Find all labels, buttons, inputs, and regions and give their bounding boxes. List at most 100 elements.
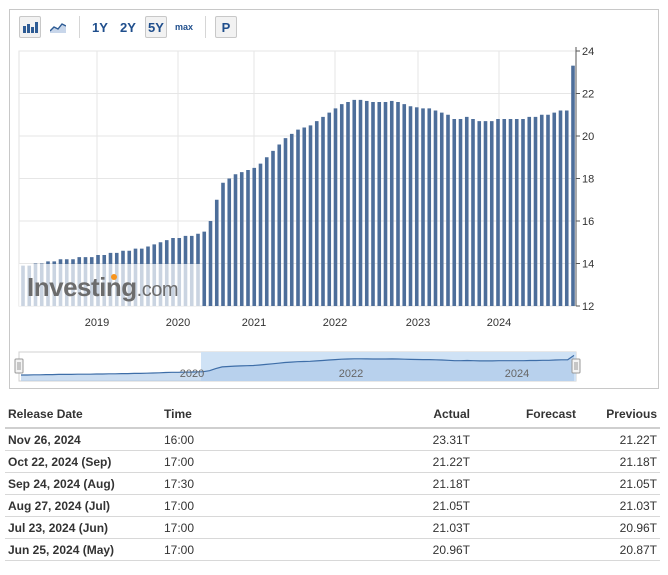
chart-bar xyxy=(208,221,213,306)
release-date-cell: Aug 27, 2024 (Jul) xyxy=(5,494,161,517)
time-cell: 17:00 xyxy=(161,516,347,539)
chart-bar xyxy=(308,125,313,307)
chart-bar xyxy=(289,133,294,306)
chart-bar xyxy=(377,102,382,306)
forecast-cell xyxy=(473,494,579,517)
chart-bar xyxy=(352,99,357,306)
logo-accent xyxy=(111,274,117,280)
chart-bar xyxy=(364,100,369,306)
chart-bar xyxy=(433,110,438,306)
chart-bar xyxy=(539,114,544,306)
chart-bar xyxy=(521,119,525,306)
y-tick-label: 22 xyxy=(582,89,594,101)
chart-bar xyxy=(371,102,375,306)
header-actual[interactable]: Actual xyxy=(347,401,473,429)
time-cell: 17:00 xyxy=(161,450,347,473)
chart-bar xyxy=(264,157,269,306)
chart-bar xyxy=(271,150,275,306)
actual-cell: 21.18T xyxy=(347,472,473,495)
bar-chart-icon[interactable] xyxy=(19,16,41,38)
navigator-year-label: 2024 xyxy=(505,368,529,380)
forecast-cell xyxy=(473,538,579,561)
chart-bar xyxy=(552,112,557,307)
range-1y-button[interactable]: 1Y xyxy=(92,19,108,35)
chart-bar xyxy=(233,174,238,306)
previous-cell: 21.05T xyxy=(579,472,660,495)
range-2y-button[interactable]: 2Y xyxy=(120,19,136,35)
release-date-cell: Jun 25, 2024 (May) xyxy=(5,538,161,561)
watermark-backdrop xyxy=(19,264,200,306)
chart-bar xyxy=(333,108,338,307)
forecast-cell xyxy=(473,450,579,473)
table-row: Jun 25, 2024 (May) 17:00 20.96T 20.87T xyxy=(5,538,660,561)
release-date-cell: Jul 23, 2024 (Jun) xyxy=(5,516,161,539)
actual-cell: 21.03T xyxy=(347,516,473,539)
release-date-cell: Sep 24, 2024 (Aug) xyxy=(5,472,161,495)
range-max-button[interactable]: max xyxy=(174,22,193,32)
y-tick-label: 24 xyxy=(582,46,594,58)
chart-bar xyxy=(296,129,300,306)
chart-bar xyxy=(571,65,575,306)
y-tick-label: 20 xyxy=(582,131,594,143)
chart-bar xyxy=(277,144,282,306)
chart-bar xyxy=(414,107,419,306)
x-tick-label: 2021 xyxy=(242,317,266,329)
release-table: Release Date Time Actual Forecast Previo… xyxy=(5,401,660,561)
toolbar-separator xyxy=(79,16,80,38)
chart-bar xyxy=(439,112,444,307)
chart-bar xyxy=(546,114,550,306)
x-tick-label: 2024 xyxy=(487,317,511,329)
header-time[interactable]: Time xyxy=(161,401,347,429)
chart-bar xyxy=(302,127,307,306)
x-tick-label: 2022 xyxy=(323,317,347,329)
actual-cell: 21.05T xyxy=(347,494,473,517)
previous-cell: 20.96T xyxy=(579,516,660,539)
chart-bar xyxy=(258,163,263,306)
table-header-row: Release Date Time Actual Forecast Previo… xyxy=(5,401,660,429)
chart-bar xyxy=(346,102,350,306)
chart-bar xyxy=(502,119,507,306)
previous-cell: 21.03T xyxy=(579,494,660,517)
chart-bar xyxy=(358,99,363,306)
chart-bar xyxy=(452,119,457,306)
chart-bar xyxy=(408,106,413,306)
time-cell: 17:00 xyxy=(161,538,347,561)
chart-bar xyxy=(321,116,325,306)
area-chart-icon[interactable] xyxy=(47,16,69,38)
chart-bar xyxy=(477,121,482,307)
chart-bar xyxy=(227,178,232,306)
header-release-date[interactable]: Release Date xyxy=(5,401,161,429)
chart-bar xyxy=(458,119,463,306)
table-row: Sep 24, 2024 (Aug) 17:30 21.18T 21.05T xyxy=(5,472,660,495)
range-5y-button[interactable]: 5Y xyxy=(145,16,167,38)
table-row: Oct 22, 2024 (Sep) 17:00 21.22T 21.18T xyxy=(5,450,660,473)
header-forecast[interactable]: Forecast xyxy=(473,401,579,429)
navigator-right-handle[interactable] xyxy=(571,358,581,374)
y-tick-label: 14 xyxy=(582,259,594,271)
print-button[interactable]: P xyxy=(215,16,237,38)
x-tick-label: 2019 xyxy=(85,317,109,329)
chart-bar xyxy=(489,121,494,307)
release-date-cell: Nov 26, 2024 xyxy=(5,428,161,451)
toolbar-separator xyxy=(205,16,206,38)
header-previous[interactable]: Previous xyxy=(579,401,660,429)
previous-cell: 21.18T xyxy=(579,450,660,473)
chart-bar xyxy=(558,110,563,306)
navigator-left-handle[interactable] xyxy=(14,358,24,374)
forecast-cell xyxy=(473,472,579,495)
y-tick-label: 12 xyxy=(582,301,594,313)
chart-bar xyxy=(564,110,569,306)
navigator-line xyxy=(21,354,575,376)
chart-bar xyxy=(471,119,475,306)
chart-bar xyxy=(464,116,469,306)
chart-bar xyxy=(314,121,319,307)
time-cell: 17:00 xyxy=(161,494,347,517)
chart-bar xyxy=(327,112,332,307)
chart-bar xyxy=(246,170,250,306)
chart-bar xyxy=(283,138,288,306)
table-row: Aug 27, 2024 (Jul) 17:00 21.05T 21.03T xyxy=(5,494,660,517)
y-tick-label: 16 xyxy=(582,216,594,228)
x-tick-label: 2020 xyxy=(166,317,190,329)
forecast-cell xyxy=(473,428,579,451)
